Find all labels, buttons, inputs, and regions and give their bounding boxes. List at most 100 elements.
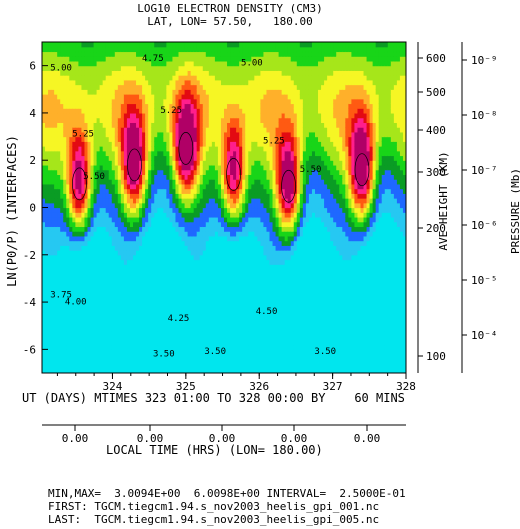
heatmap-cell bbox=[60, 212, 64, 218]
heatmap-cell bbox=[211, 56, 216, 62]
heatmap-cell bbox=[181, 103, 186, 109]
heatmap-cell bbox=[105, 70, 110, 76]
heatmap-cell bbox=[172, 122, 177, 128]
heatmap-cell bbox=[227, 235, 231, 242]
heatmap-cell bbox=[78, 150, 83, 157]
heatmap-cell bbox=[54, 254, 58, 261]
heatmap-cell bbox=[208, 264, 213, 270]
heatmap-cell bbox=[157, 150, 161, 157]
heatmap-cell bbox=[72, 70, 76, 76]
heatmap-cell bbox=[193, 183, 198, 190]
heatmap-cell bbox=[102, 94, 107, 100]
heatmap-cell bbox=[172, 160, 177, 166]
heatmap-cell bbox=[233, 302, 237, 308]
heatmap-cell bbox=[108, 146, 113, 152]
heatmap-cell bbox=[108, 193, 113, 199]
heatmap-cell bbox=[42, 344, 46, 350]
heatmap-cell bbox=[151, 103, 155, 109]
heatmap-cell bbox=[220, 273, 225, 280]
heatmap-cell bbox=[193, 202, 198, 209]
heatmap-cell bbox=[60, 174, 64, 180]
heatmap-cell bbox=[160, 235, 164, 242]
heatmap-cell bbox=[251, 89, 255, 95]
heatmap-cell bbox=[257, 264, 261, 270]
heatmap-cell bbox=[214, 207, 219, 213]
heatmap-cell bbox=[163, 292, 167, 298]
heatmap-cell bbox=[245, 250, 249, 256]
heatmap-cell bbox=[248, 164, 252, 171]
heatmap-cell bbox=[154, 207, 158, 213]
heatmap-cell bbox=[60, 183, 64, 190]
heatmap-cell bbox=[205, 330, 210, 336]
heatmap-cell bbox=[60, 79, 64, 86]
heatmap-cell bbox=[251, 287, 255, 294]
heatmap-cell bbox=[111, 183, 116, 190]
heatmap-cell bbox=[120, 169, 125, 175]
heatmap-cell bbox=[239, 127, 243, 133]
heatmap-cell bbox=[166, 98, 170, 105]
heatmap-cell bbox=[199, 283, 204, 289]
heatmap-cell bbox=[248, 330, 252, 336]
heatmap-cell bbox=[220, 207, 225, 213]
heatmap-cell bbox=[120, 146, 125, 152]
heatmap-cell bbox=[84, 198, 89, 204]
heatmap-cell bbox=[78, 254, 83, 261]
heatmap-cell bbox=[63, 51, 67, 57]
heatmap-cell bbox=[139, 330, 143, 336]
heatmap-cell bbox=[217, 42, 222, 48]
heatmap-cell bbox=[133, 354, 137, 360]
heatmap-cell bbox=[102, 174, 107, 180]
heatmap-cell bbox=[154, 103, 158, 109]
heatmap-cell bbox=[90, 141, 95, 147]
heatmap-cell bbox=[187, 70, 192, 76]
heatmap-cell bbox=[248, 325, 252, 332]
heatmap-cell bbox=[178, 264, 183, 270]
heatmap-cell bbox=[93, 60, 98, 67]
heatmap-cell bbox=[199, 259, 204, 265]
heatmap-cell bbox=[230, 98, 234, 105]
heatmap-cell bbox=[129, 268, 134, 275]
heatmap-cell bbox=[111, 287, 116, 294]
heatmap-cell bbox=[251, 283, 255, 289]
heatmap-cell bbox=[87, 84, 92, 90]
heatmap-cell bbox=[78, 320, 83, 327]
heatmap-cell bbox=[45, 335, 49, 341]
heatmap-cell bbox=[187, 188, 192, 194]
heatmap-cell bbox=[133, 150, 137, 157]
heatmap-cell bbox=[169, 202, 174, 209]
heatmap-cell bbox=[87, 268, 92, 275]
heatmap-cell bbox=[157, 108, 161, 114]
heatmap-cell bbox=[69, 70, 73, 76]
heatmap-cell bbox=[60, 94, 64, 100]
heatmap-cell bbox=[190, 51, 195, 57]
heatmap-cell bbox=[254, 84, 258, 90]
heatmap-cell bbox=[184, 75, 189, 81]
heatmap-cell bbox=[120, 235, 125, 242]
heatmap-cell bbox=[60, 264, 64, 270]
heatmap-cell bbox=[175, 179, 180, 185]
heatmap-cell bbox=[90, 254, 95, 261]
heatmap-cell bbox=[217, 254, 222, 261]
heatmap-cell bbox=[181, 302, 186, 308]
heatmap-cell bbox=[178, 268, 183, 275]
heatmap-cell bbox=[123, 51, 128, 57]
heatmap-cell bbox=[172, 146, 177, 152]
heatmap-cell bbox=[142, 198, 146, 204]
heatmap-cell bbox=[248, 207, 252, 213]
heatmap-cell bbox=[139, 212, 143, 218]
heatmap-cell bbox=[230, 84, 234, 90]
heatmap-cell bbox=[136, 169, 140, 175]
heatmap-cell bbox=[81, 141, 86, 147]
heatmap-cell bbox=[57, 146, 61, 152]
heatmap-cell bbox=[48, 122, 52, 128]
heatmap-cell bbox=[114, 136, 119, 142]
heatmap-cell bbox=[145, 221, 149, 228]
heatmap-cell bbox=[72, 339, 76, 346]
heatmap-cell bbox=[96, 349, 101, 355]
heatmap-cell bbox=[187, 273, 192, 280]
heatmap-cell bbox=[99, 65, 104, 71]
heatmap-cell bbox=[181, 216, 186, 223]
heatmap-cell bbox=[157, 297, 161, 303]
heatmap-cell bbox=[45, 259, 49, 265]
heatmap-cell bbox=[205, 226, 210, 232]
